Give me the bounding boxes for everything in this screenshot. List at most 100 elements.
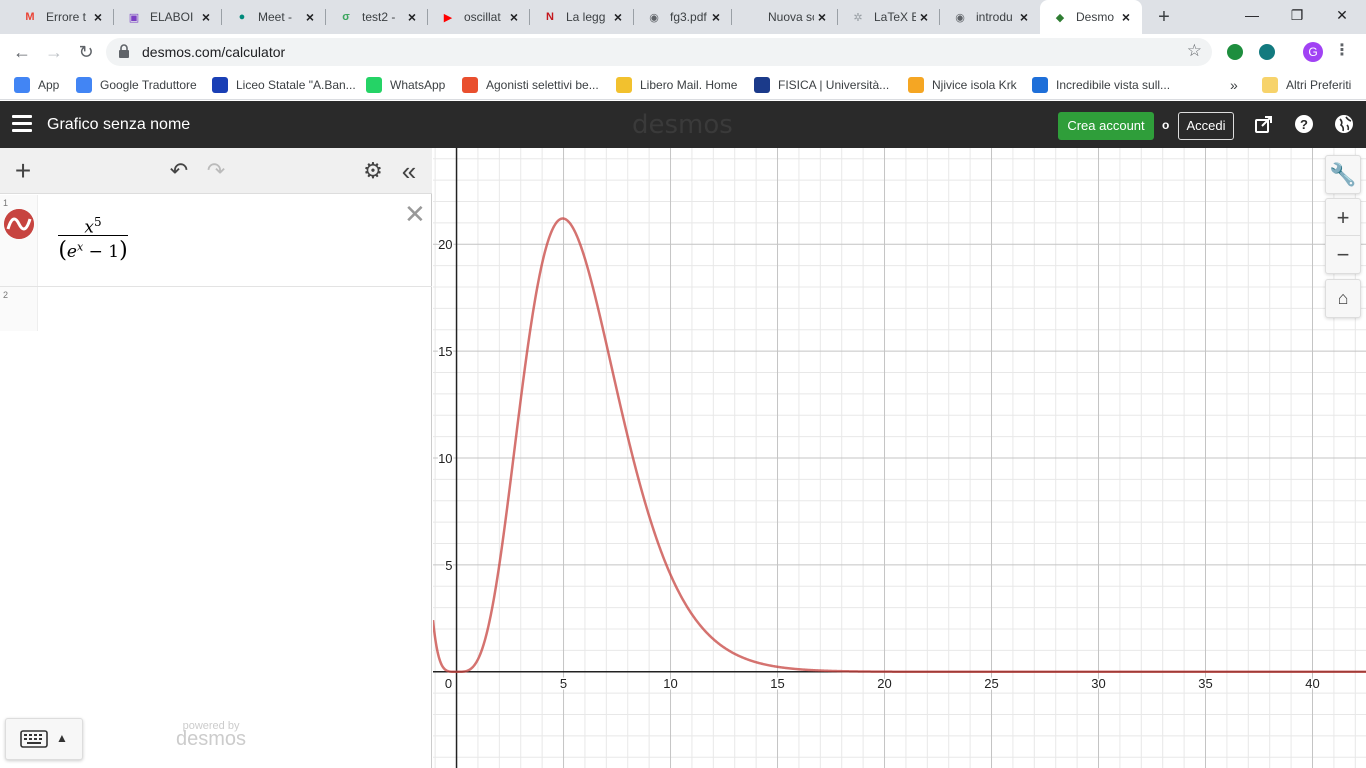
help-icon[interactable]: ?	[1294, 114, 1314, 134]
keyboard-toggle-button[interactable]: ▲	[5, 718, 83, 760]
back-arrow-icon[interactable]: ←	[13, 42, 31, 62]
browser-tab-strip: M Errore t × ▣ ELABOI × ● Meet - × σ test2 - × ▶ osci…	[0, 0, 1366, 34]
browser-tab[interactable]: N La legg ×	[530, 0, 634, 34]
browser-tab[interactable]: ◆ Desmo ×	[1040, 0, 1142, 34]
bookmarks-overflow-button[interactable]: »	[1230, 77, 1238, 93]
browser-menu-icon[interactable]: ⋮	[1334, 42, 1350, 59]
expression-number-cell: 1	[0, 195, 38, 286]
redo-icon[interactable]: ↷	[206, 158, 226, 183]
language-globe-icon[interactable]	[1334, 114, 1354, 134]
tab-close-icon[interactable]: ×	[711, 9, 721, 25]
bookmark-label: Liceo Statale "A.Ban...	[236, 78, 356, 92]
collapse-panel-icon[interactable]: «	[401, 156, 417, 186]
x-tick-label: 40	[1305, 676, 1319, 691]
login-button[interactable]: Accedi	[1178, 112, 1234, 140]
settings-gear-icon[interactable]: ⚙	[363, 158, 383, 183]
expression-number: 2	[3, 290, 9, 300]
expression-row-1[interactable]: 1 x5 (ex − 1) ✕	[0, 195, 432, 287]
expression-math[interactable]: x5 (ex − 1)	[58, 215, 128, 263]
browser-tab[interactable]: ● Meet - ×	[222, 0, 326, 34]
extension-teal-icon[interactable]	[1259, 44, 1275, 60]
graph-canvas[interactable]: 0 5 10 15 20 25 30 35 40 5 10 15 20	[433, 148, 1366, 768]
denominator-rest: − 1	[88, 242, 120, 262]
tab-close-icon[interactable]: ×	[201, 9, 211, 25]
tab-favicon-icon: ◉	[649, 11, 659, 24]
bookmark-favicon-icon	[212, 77, 228, 93]
tab-close-icon[interactable]: ×	[1019, 9, 1029, 25]
function-curve	[433, 217, 1366, 674]
bookmark-item[interactable]: Agonisti selettivi be...	[462, 76, 599, 94]
bookmark-item[interactable]: FISICA | Università...	[754, 76, 889, 94]
new-tab-button[interactable]: +	[1158, 6, 1170, 28]
bookmark-item[interactable]: WhatsApp	[366, 76, 445, 94]
tab-favicon-icon: ▣	[128, 11, 140, 24]
bookmark-favicon-icon	[616, 77, 632, 93]
tab-close-icon[interactable]: ×	[817, 9, 827, 25]
bookmark-item[interactable]: Njivice isola Krk	[908, 76, 1017, 94]
hamburger-menu-icon[interactable]	[12, 115, 32, 133]
browser-tab[interactable]: ▶ oscillat ×	[428, 0, 530, 34]
profile-avatar[interactable]: G	[1303, 42, 1323, 62]
minimize-button[interactable]: —	[1245, 7, 1259, 23]
share-icon[interactable]	[1254, 114, 1274, 134]
undo-icon[interactable]: ↶	[169, 158, 189, 183]
browser-tab[interactable]: Nuova sche×	[732, 0, 838, 34]
zoom-in-button[interactable]: +	[1326, 199, 1360, 236]
default-view-button[interactable]: ⌂	[1325, 279, 1361, 318]
browser-tab[interactable]: M Errore t ×	[10, 0, 114, 34]
browser-tab[interactable]: ◉ introdu ×	[940, 0, 1040, 34]
tab-close-icon[interactable]: ×	[305, 9, 315, 25]
numerator-exponent: 5	[93, 215, 102, 229]
tab-close-icon[interactable]: ×	[509, 9, 519, 25]
tab-close-icon[interactable]: ×	[93, 9, 103, 25]
tab-title: La legg	[566, 10, 606, 24]
tab-favicon-icon: ✲	[853, 11, 863, 24]
tab-title: LaTeX E	[874, 10, 916, 24]
add-expression-button[interactable]: +	[14, 155, 32, 186]
browser-tab[interactable]: ✲ LaTeX E ×	[838, 0, 940, 34]
desmos-header: Grafico senza nome desmos Crea account o…	[0, 101, 1366, 148]
tab-favicon-icon: σ	[342, 11, 350, 23]
y-tick-label: 10	[438, 451, 452, 466]
create-account-button[interactable]: Crea account	[1058, 112, 1154, 140]
denominator-exponent: x	[76, 240, 84, 254]
browser-tab[interactable]: ◉ fg3.pdf ×	[634, 0, 732, 34]
bookmark-item[interactable]: Google Traduttore	[76, 76, 197, 94]
bookmark-item[interactable]: Libero Mail. Home	[616, 76, 737, 94]
bookmark-item[interactable]: App	[14, 76, 59, 94]
tab-title: Desmo	[1076, 10, 1115, 24]
forward-arrow-icon[interactable]: →	[45, 42, 63, 62]
bookmark-star-icon[interactable]: ☆	[1186, 41, 1202, 60]
bookmark-item[interactable]: Incredibile vista sull...	[1032, 76, 1170, 94]
expression-row-2[interactable]: 2	[0, 287, 432, 331]
graph-paper[interactable]: 0 5 10 15 20 25 30 35 40 5 10 15 20	[433, 148, 1366, 768]
tab-separator	[633, 9, 634, 25]
graph-title[interactable]: Grafico senza nome	[47, 116, 191, 133]
zoom-out-button[interactable]: −	[1336, 242, 1350, 267]
other-bookmarks-folder[interactable]: Altri Preferiti	[1262, 76, 1351, 94]
zoom-controls: + −	[1325, 198, 1361, 274]
numerator-base: x	[84, 217, 94, 238]
tab-close-icon[interactable]: ×	[613, 9, 623, 25]
address-bar[interactable]: desmos.com/calculator ☆	[106, 38, 1212, 66]
caret-up-icon: ▲	[56, 731, 68, 745]
tab-close-icon[interactable]: ×	[407, 9, 417, 25]
curve-color-icon[interactable]	[4, 209, 34, 239]
tab-separator	[113, 9, 114, 25]
graph-settings-button[interactable]: 🔧	[1325, 155, 1361, 194]
tab-close-icon[interactable]: ×	[919, 9, 929, 25]
extension-green-icon[interactable]	[1227, 44, 1243, 60]
tab-separator	[325, 9, 326, 25]
restore-button[interactable]: ❐	[1290, 7, 1304, 23]
expression-number-cell: 2	[0, 287, 38, 331]
delete-expression-icon[interactable]: ✕	[404, 199, 426, 229]
tab-close-icon[interactable]: ×	[1121, 9, 1131, 25]
powered-by-logo: desmos	[176, 728, 247, 750]
bookmark-favicon-icon	[76, 77, 92, 93]
browser-tab[interactable]: σ test2 - ×	[326, 0, 428, 34]
bookmark-item[interactable]: Liceo Statale "A.Ban...	[212, 76, 356, 94]
reload-icon[interactable]: ↻	[78, 42, 94, 62]
browser-tab[interactable]: ▣ ELABOI ×	[114, 0, 222, 34]
bookmark-label: App	[38, 78, 60, 92]
window-close-button[interactable]: ✕	[1336, 7, 1348, 23]
